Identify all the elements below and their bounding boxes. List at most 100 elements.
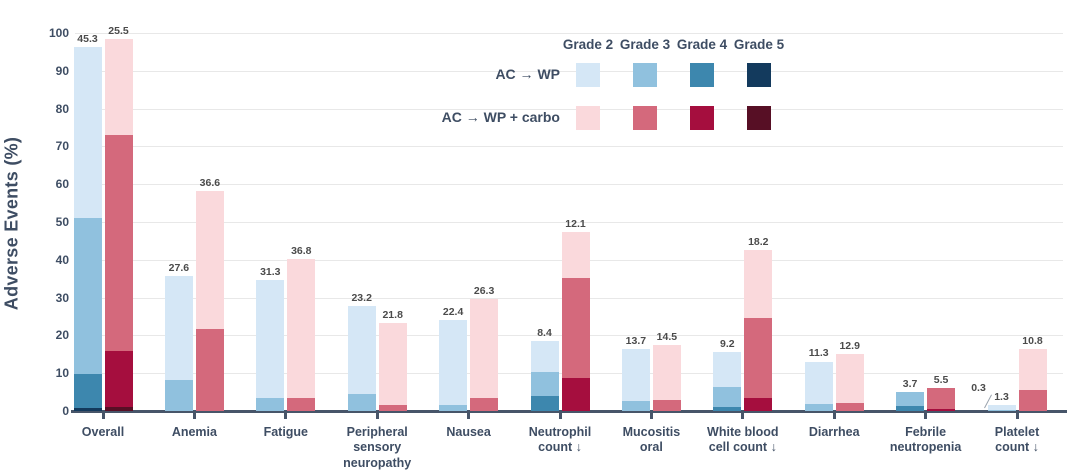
bar-group-4: 1.622.43.426.3 — [424, 33, 514, 411]
y-tick-label: 70 — [55, 139, 69, 154]
gridline-90 — [75, 70, 1063, 72]
gridline-100 — [75, 33, 1063, 34]
x-axis-category-label: Platelet count ↓ — [994, 425, 1040, 455]
y-tick-label: 40 — [55, 252, 69, 267]
segment-grade-3 — [530, 372, 559, 397]
bar-group-3: 4.523.21.621.8 — [332, 33, 422, 411]
bar-group-2: 3.431.33.436.8 — [241, 33, 331, 411]
segment-grade-3 — [1018, 390, 1047, 411]
legend-grade-header: Grade 3 — [619, 37, 671, 52]
segment-grade-2 — [713, 352, 742, 387]
segment-grade-3 — [256, 398, 285, 411]
bar-group-5: 3.96.38.48.726.612.1 — [515, 33, 605, 411]
segment-grade-4 — [927, 409, 956, 411]
x-axis-tick — [101, 411, 105, 419]
segment-grade-2 — [835, 354, 864, 404]
y-tick-label: 50 — [55, 215, 69, 229]
y-tick-label: 10 — [55, 366, 69, 381]
legend-grade-header: Grade 4 — [676, 37, 728, 52]
segment-grade-3 — [104, 135, 133, 352]
x-axis-category-label: Overall — [81, 425, 125, 439]
segment-value-label: 25.5 — [108, 25, 129, 38]
segment-grade-3 — [195, 329, 224, 411]
legend-grade-header: Grade 2 — [562, 37, 614, 52]
segment-value-label: 36.8 — [291, 245, 312, 258]
segment-value-label: 18.2 — [748, 235, 769, 248]
segment-value-label: 45.3 — [77, 33, 98, 45]
bar-group-8: 1.811.32.112.9 — [789, 33, 879, 411]
x-axis-tick — [741, 411, 745, 419]
segment-value-label: 21.8 — [382, 308, 403, 321]
segment-value-label: 12.1 — [565, 217, 586, 230]
x-axis-tick — [284, 411, 288, 419]
segment-grade-2 — [378, 322, 407, 405]
segment-value-label: 22.4 — [442, 306, 464, 319]
segment-grade-3 — [439, 404, 468, 411]
segment-value-label: 14.5 — [656, 331, 678, 344]
segment-value-label: 12.9 — [839, 340, 860, 353]
y-tick-label: 20 — [55, 328, 69, 343]
x-axis-tick — [467, 411, 471, 419]
x-axis-category-label: Diarrhea — [808, 425, 860, 439]
legend-swatch-grade-3 — [633, 106, 657, 130]
segment-grade-3 — [835, 403, 864, 411]
segment-value-label: 1.3 — [994, 390, 1009, 403]
plot-area: 0 10 20 30 40 50 60 70 80 90 1000.88.941.345.31.11… — [49, 25, 1067, 470]
x-axis-category-label: White blood cell count ↓ — [707, 425, 779, 455]
x-axis-tick — [924, 411, 928, 419]
x-axis-line — [71, 410, 1067, 413]
segment-grade-3 — [73, 218, 102, 375]
segment-grade-4 — [744, 398, 773, 411]
segment-grade-2 — [744, 249, 773, 319]
x-axis-tick — [192, 411, 196, 419]
segment-value-label: 8.4 — [537, 326, 552, 339]
y-tick-label: 60 — [55, 177, 69, 192]
segment-value-label: 3.7 — [902, 378, 918, 391]
segment-grade-3 — [927, 388, 956, 410]
segment-grade-5 — [73, 407, 102, 411]
segment-value-label: 10.8 — [1022, 335, 1043, 348]
segment-grade-2 — [804, 361, 833, 405]
legend-swatch-grade-4 — [690, 63, 714, 87]
x-axis-tick — [558, 411, 562, 419]
segment-grade-2 — [987, 404, 1016, 410]
bar-group-9: 1.33.70.55.5 — [881, 33, 971, 411]
segment-grade-3 — [621, 401, 650, 411]
bar-group-0: 0.88.941.345.31.114.757.125.5 — [58, 25, 148, 411]
segment-grade-3 — [713, 386, 742, 407]
x-axis-category-label: Peripheral sensory neuropathy — [343, 425, 412, 470]
legend-swatch-grade-2 — [576, 106, 600, 130]
y-tick-label: 90 — [55, 63, 69, 78]
segment-value-label: 11.3 — [808, 347, 829, 360]
segment-grade-3 — [652, 400, 681, 411]
segment-value-label: 9.2 — [719, 338, 735, 351]
y-tick-label: 100 — [48, 26, 69, 40]
segment-grade-3 — [470, 398, 499, 411]
segment-value-label: 5.5 — [933, 374, 949, 387]
segment-grade-2 — [470, 298, 499, 399]
segment-grade-2 — [164, 275, 193, 381]
segment-value-label: 27.6 — [168, 261, 190, 274]
segment-grade-4 — [530, 396, 559, 411]
segment-grade-3 — [164, 380, 193, 411]
segment-grade-3 — [561, 277, 590, 379]
legend-arm-label: AC → WP + carbo — [441, 109, 560, 125]
segment-grade-2 — [287, 259, 316, 399]
gridline-60 — [75, 184, 1063, 186]
legend-swatch-grade-2 — [576, 63, 600, 87]
segment-value-label: 13.7 — [625, 335, 647, 348]
x-axis-tick — [832, 411, 836, 419]
legend-grade-header: Grade 5 — [733, 37, 785, 52]
bar-group-7: 1.15.39.23.421.118.2 — [698, 33, 788, 411]
segment-grade-2 — [73, 47, 102, 219]
gridline-80 — [75, 108, 1063, 110]
gridline-70 — [75, 146, 1063, 148]
segment-grade-3 — [804, 404, 833, 411]
y-tick-label: 0 — [62, 404, 69, 418]
legend-swatch-grade-5 — [747, 63, 771, 87]
x-axis-tick — [1015, 411, 1019, 419]
segment-grade-2 — [530, 340, 559, 373]
x-axis-category-label: Fatigue — [263, 425, 309, 439]
bar-group-10: 0.31.35.510.8 — [971, 33, 1062, 411]
segment-grade-2 — [256, 279, 285, 399]
